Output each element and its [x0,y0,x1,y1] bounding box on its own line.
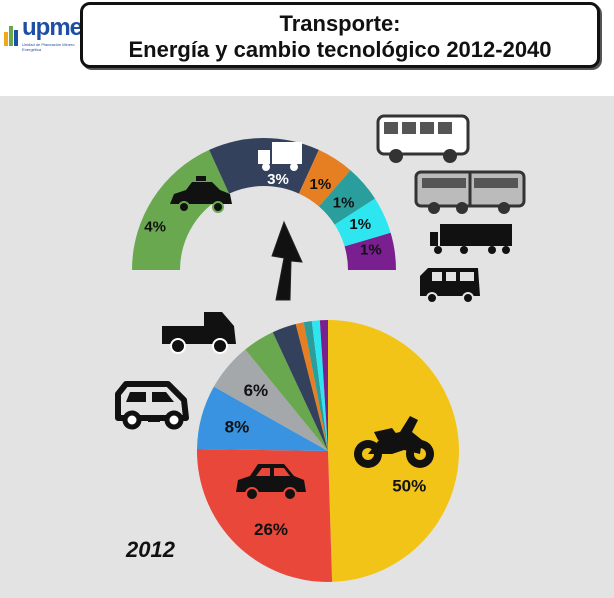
logo-subtext: Unidad de Planeación Minero Energética [22,42,75,52]
title-box: Transporte: Energía y cambio tecnológico… [80,2,600,68]
upme-logo: upme Unidad de Planeación Minero Energét… [4,14,83,64]
year-label: 2012 [125,537,176,562]
pie-slice-7 [303,321,328,451]
articulated-bus-icon [414,170,526,214]
bus-icon [376,114,470,163]
page-subtitle: Energía y cambio tecnológico 2012-2040 [128,37,552,62]
tractor-trailer-icon [430,224,512,254]
pie-label-0: 50% [392,477,426,496]
pie-slice-3 [213,349,328,451]
semi-label-0: 4% [144,219,166,236]
taxi-icon [170,176,232,213]
pie-label-1: 26% [254,520,288,539]
semi-label-1: 3% [267,171,289,188]
logo-mark-icon [4,26,18,46]
semi-label-4: 1% [349,216,371,233]
pie-slice-8 [311,320,328,451]
semi-segment-5 [344,232,396,270]
pie-label-3: 6% [244,381,269,400]
minibus-icon [420,268,480,304]
pie-slice-5 [272,324,328,451]
motorcycle-icon [354,416,434,468]
pickup-icon [162,312,236,354]
pie-slice-4 [245,332,328,451]
arrow-up-icon [271,220,303,301]
pie-slice-6 [295,322,328,451]
semi-segment-4 [334,198,391,247]
semi-segment-2 [298,149,351,207]
semi-label-5: 1% [360,242,382,259]
pie-slice-2 [197,386,328,451]
pie-label-2: 8% [225,417,250,436]
logo-text: upme [22,14,83,41]
semi-label-3: 1% [333,194,355,211]
car-icon [236,464,306,501]
truck-icon [258,142,302,171]
header: upme Unidad de Planeación Minero Energét… [0,0,614,78]
pie-slice-9 [319,320,328,451]
semi-label-2: 1% [310,176,332,193]
semi-segment-3 [319,170,376,225]
suv-icon [115,381,189,430]
page-title: Transporte: [279,11,401,36]
